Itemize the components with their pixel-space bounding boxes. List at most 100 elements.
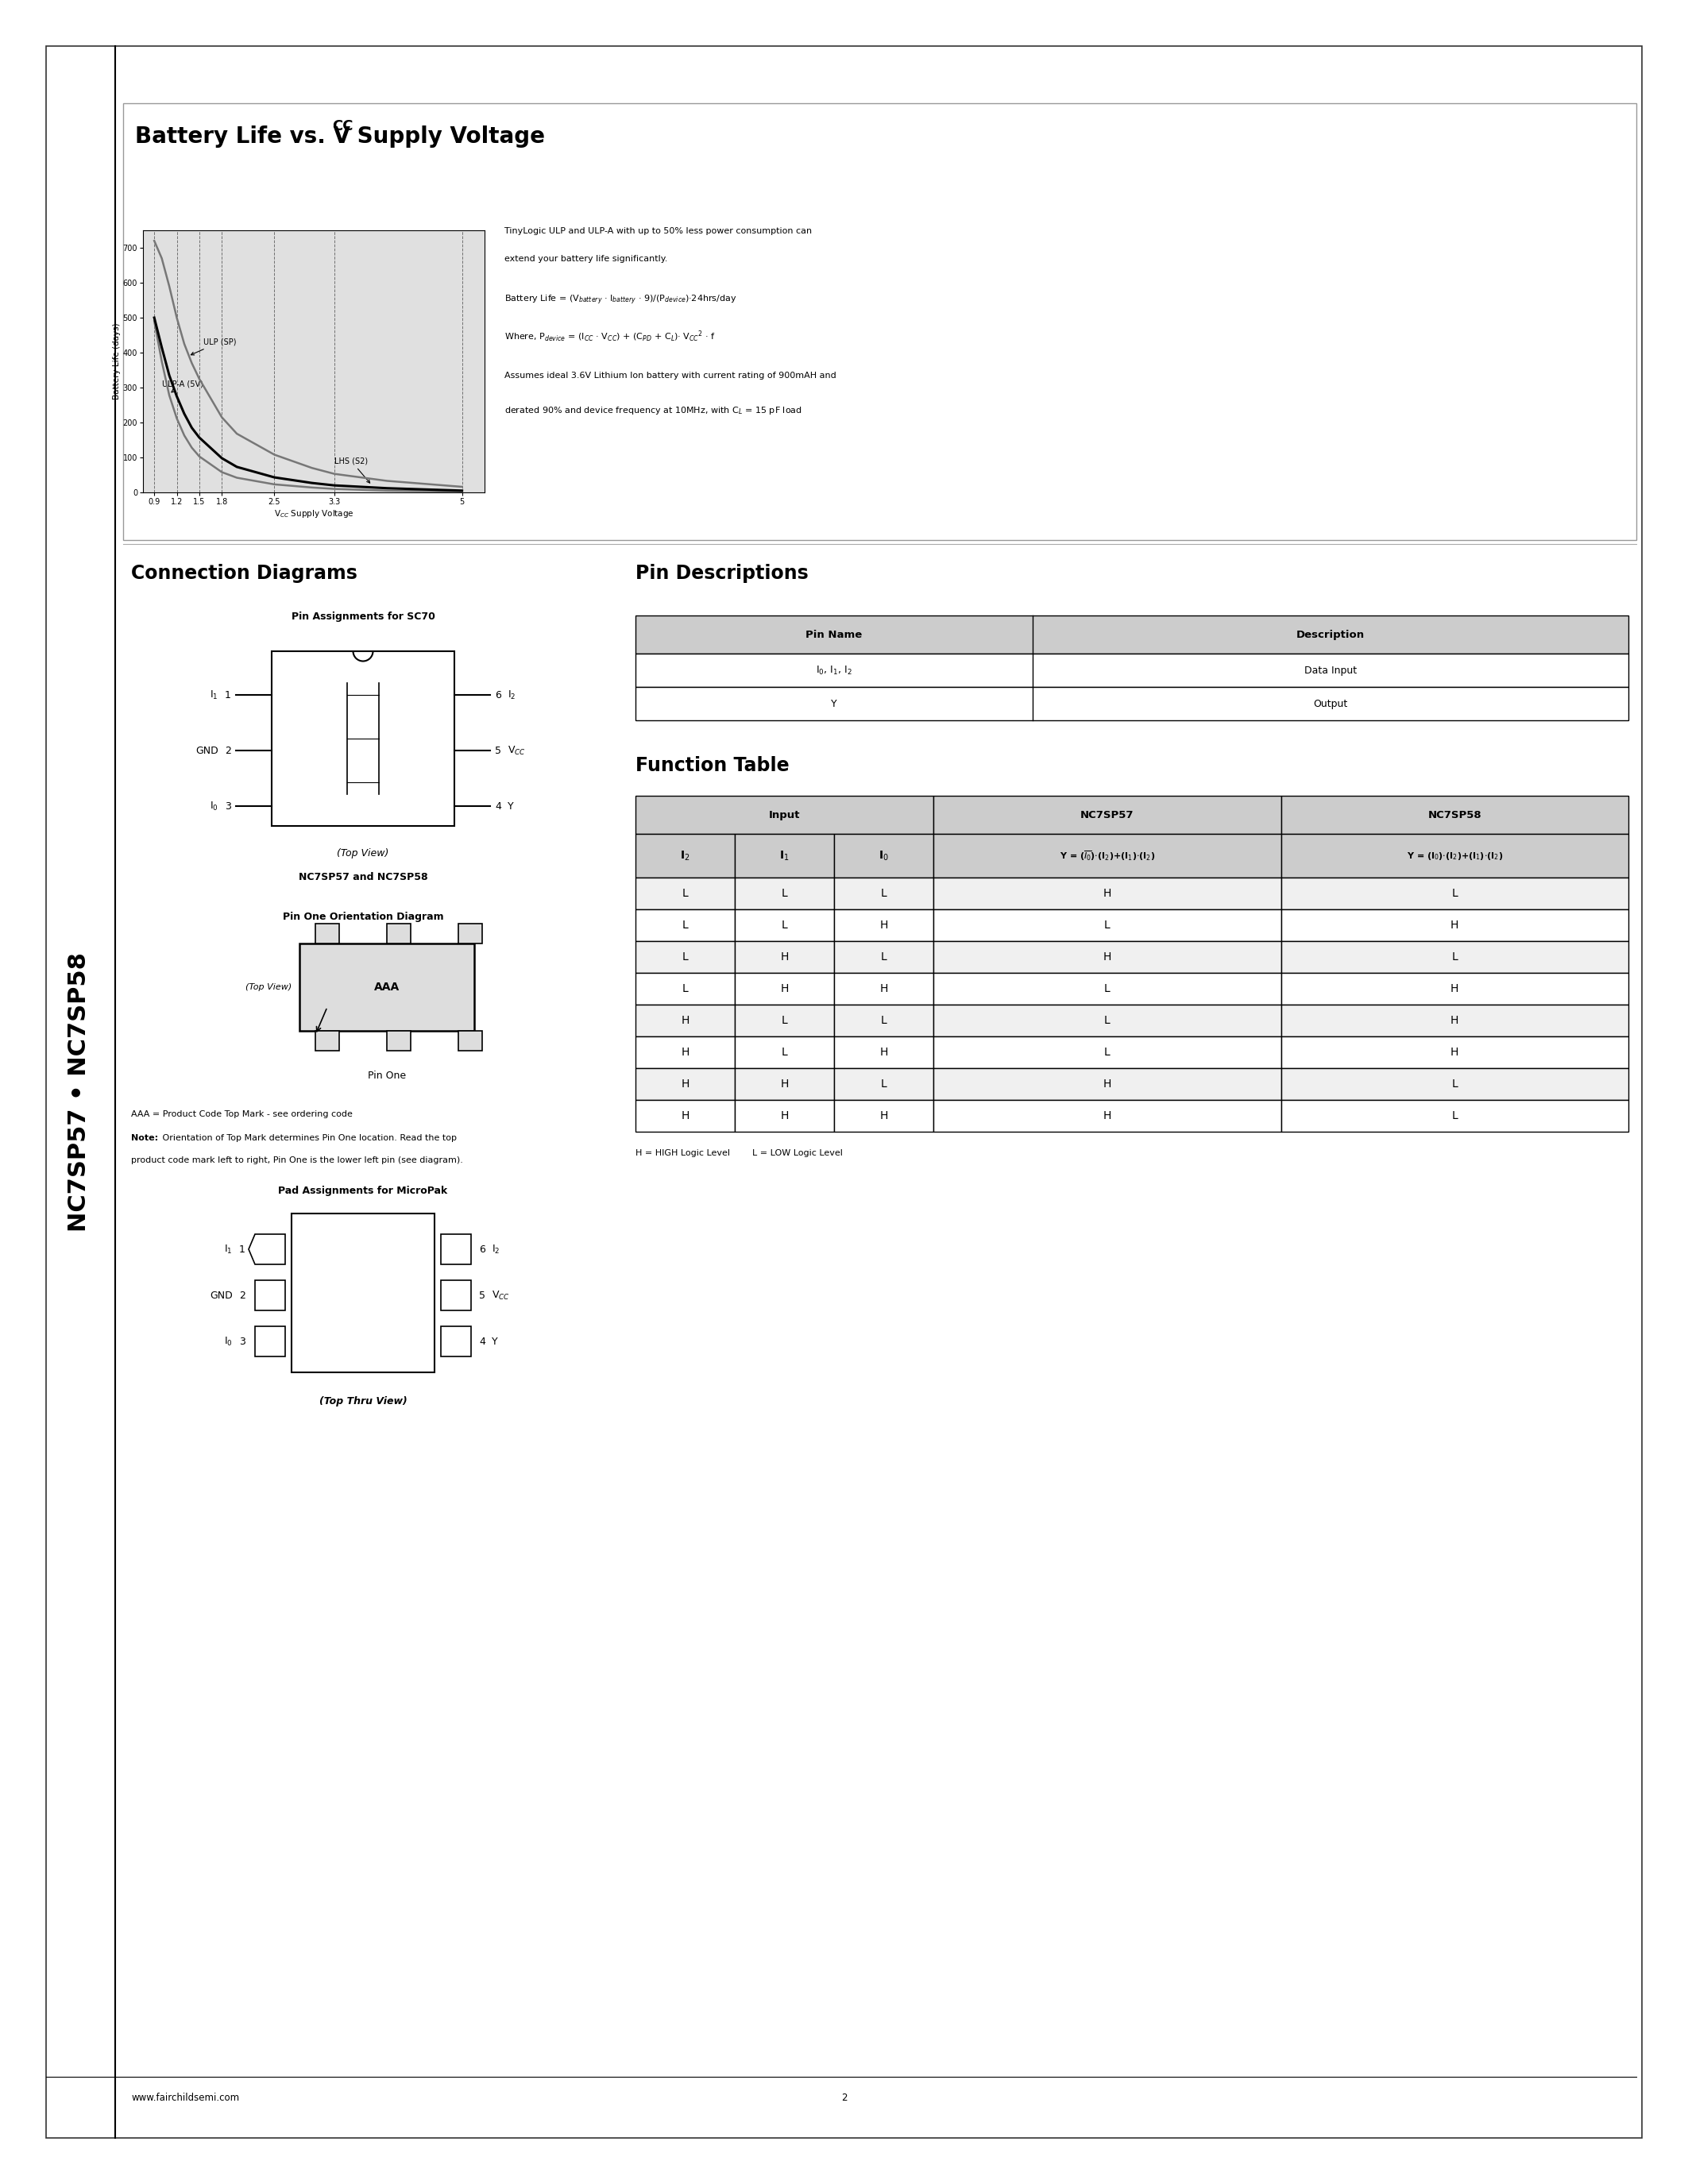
Text: Function Table: Function Table bbox=[635, 756, 790, 775]
Text: product code mark left to right, Pin One is the lower left pin (see diagram).: product code mark left to right, Pin One… bbox=[132, 1155, 463, 1164]
Bar bbox=[1281, 834, 1629, 878]
Text: H: H bbox=[680, 1079, 689, 1090]
Bar bbox=[1281, 795, 1629, 834]
Text: L: L bbox=[881, 889, 886, 900]
Text: H: H bbox=[1450, 1016, 1458, 1026]
Text: GND: GND bbox=[196, 745, 218, 756]
Text: Output: Output bbox=[1313, 699, 1347, 710]
Text: www.fairchildsemi.com: www.fairchildsemi.com bbox=[132, 2092, 240, 2103]
Text: Orientation of Top Mark determines Pin One location. Read the top: Orientation of Top Mark determines Pin O… bbox=[160, 1133, 457, 1142]
Text: Pin Descriptions: Pin Descriptions bbox=[635, 563, 809, 583]
Bar bbox=[933, 795, 1281, 834]
Bar bbox=[834, 1101, 933, 1131]
Bar bbox=[635, 941, 734, 972]
Text: Assumes ideal 3.6V Lithium Ion battery with current rating of 900mAH and: Assumes ideal 3.6V Lithium Ion battery w… bbox=[505, 371, 836, 380]
Bar bbox=[933, 878, 1281, 909]
Bar bbox=[734, 1068, 834, 1101]
Text: H: H bbox=[680, 1109, 689, 1120]
Text: Pad Assignments for MicroPak: Pad Assignments for MicroPak bbox=[279, 1186, 447, 1197]
Text: L: L bbox=[881, 1016, 886, 1026]
Text: Supply Voltage: Supply Voltage bbox=[349, 124, 545, 149]
Text: H: H bbox=[680, 1016, 689, 1026]
Text: H: H bbox=[1450, 919, 1458, 930]
Text: H = HIGH Logic Level        L = LOW Logic Level: H = HIGH Logic Level L = LOW Logic Level bbox=[635, 1149, 842, 1158]
Bar bbox=[635, 972, 734, 1005]
Text: NC7SP57 and NC7SP58: NC7SP57 and NC7SP58 bbox=[299, 871, 427, 882]
Text: Note:: Note: bbox=[132, 1133, 159, 1142]
Text: ULP-A (5V): ULP-A (5V) bbox=[162, 380, 203, 393]
Bar bbox=[459, 1031, 483, 1051]
Text: I$_1$: I$_1$ bbox=[225, 1243, 233, 1256]
Text: V$_{CC}$: V$_{CC}$ bbox=[508, 745, 525, 756]
Bar bbox=[635, 1005, 734, 1037]
Bar bbox=[734, 834, 834, 878]
Bar bbox=[933, 1101, 1281, 1131]
Text: L: L bbox=[782, 919, 788, 930]
Text: NC7SP58: NC7SP58 bbox=[1428, 810, 1482, 819]
Bar bbox=[933, 1037, 1281, 1068]
Text: V$_{CC}$: V$_{CC}$ bbox=[491, 1289, 510, 1302]
Bar bbox=[933, 972, 1281, 1005]
Bar bbox=[387, 1031, 410, 1051]
Text: L: L bbox=[1452, 952, 1458, 963]
Text: I$_1$: I$_1$ bbox=[209, 688, 218, 701]
Text: AAA: AAA bbox=[375, 981, 400, 994]
Text: L: L bbox=[682, 889, 689, 900]
Text: CC: CC bbox=[333, 120, 353, 133]
Text: Where, P$_{device}$ = (I$_{CC}$ · V$_{CC}$) + (C$_{PD}$ + C$_L$)· V$_{CC}$$^2$ ·: Where, P$_{device}$ = (I$_{CC}$ · V$_{CC… bbox=[505, 330, 716, 345]
X-axis label: V$_{CC}$ Supply Voltage: V$_{CC}$ Supply Voltage bbox=[273, 509, 354, 520]
Bar bbox=[933, 834, 1281, 878]
Bar bbox=[834, 909, 933, 941]
Text: I$_2$: I$_2$ bbox=[680, 850, 690, 863]
Text: H: H bbox=[879, 1109, 888, 1120]
Bar bbox=[933, 1068, 1281, 1101]
Text: (Top View): (Top View) bbox=[245, 983, 292, 992]
Polygon shape bbox=[248, 1234, 285, 1265]
Text: LHS (S2): LHS (S2) bbox=[334, 456, 370, 483]
Y-axis label: Battery Life (days): Battery Life (days) bbox=[113, 323, 120, 400]
Bar bbox=[834, 972, 933, 1005]
Text: (Top View): (Top View) bbox=[338, 847, 388, 858]
Text: Y: Y bbox=[491, 1337, 498, 1348]
Text: derated 90% and device frequency at 10MHz, with C$_L$ = 15 pF load: derated 90% and device frequency at 10MH… bbox=[505, 404, 802, 415]
Bar bbox=[734, 941, 834, 972]
Text: L: L bbox=[1104, 919, 1111, 930]
Bar bbox=[441, 1234, 471, 1265]
Text: 2: 2 bbox=[225, 745, 231, 756]
Bar bbox=[635, 878, 734, 909]
Text: 6: 6 bbox=[479, 1245, 484, 1254]
Bar bbox=[1281, 909, 1629, 941]
Text: H: H bbox=[780, 1109, 788, 1120]
Bar bbox=[635, 653, 1629, 688]
Text: Connection Diagrams: Connection Diagrams bbox=[132, 563, 358, 583]
Bar bbox=[834, 1005, 933, 1037]
Text: AAA = Product Code Top Mark - see ordering code: AAA = Product Code Top Mark - see orderi… bbox=[132, 1109, 353, 1118]
Text: TinyLogic ULP and ULP-A with up to 50% less power consumption can: TinyLogic ULP and ULP-A with up to 50% l… bbox=[505, 227, 812, 234]
Text: L: L bbox=[1452, 1109, 1458, 1120]
Text: H: H bbox=[1102, 889, 1111, 900]
Text: L: L bbox=[1104, 1046, 1111, 1057]
Bar bbox=[635, 616, 1629, 653]
Text: (Top Thru View): (Top Thru View) bbox=[319, 1396, 407, 1406]
Bar bbox=[933, 941, 1281, 972]
Text: H: H bbox=[879, 983, 888, 994]
Bar bbox=[1281, 1101, 1629, 1131]
Text: Pin One: Pin One bbox=[368, 1070, 407, 1081]
Text: ULP (SP): ULP (SP) bbox=[191, 339, 236, 356]
Text: 3: 3 bbox=[225, 802, 231, 810]
Bar bbox=[734, 972, 834, 1005]
Bar bbox=[933, 1005, 1281, 1037]
Text: H: H bbox=[879, 1046, 888, 1057]
Bar bbox=[635, 1101, 734, 1131]
Text: extend your battery life significantly.: extend your battery life significantly. bbox=[505, 256, 667, 262]
Bar bbox=[933, 909, 1281, 941]
Text: I$_0$: I$_0$ bbox=[209, 799, 218, 812]
Text: Pin Name: Pin Name bbox=[805, 629, 863, 640]
Bar bbox=[834, 1037, 933, 1068]
Text: I$_0$: I$_0$ bbox=[879, 850, 890, 863]
Text: L: L bbox=[1104, 983, 1111, 994]
Text: H: H bbox=[780, 983, 788, 994]
Bar bbox=[834, 834, 933, 878]
Text: 6: 6 bbox=[495, 690, 501, 701]
Text: H: H bbox=[780, 952, 788, 963]
